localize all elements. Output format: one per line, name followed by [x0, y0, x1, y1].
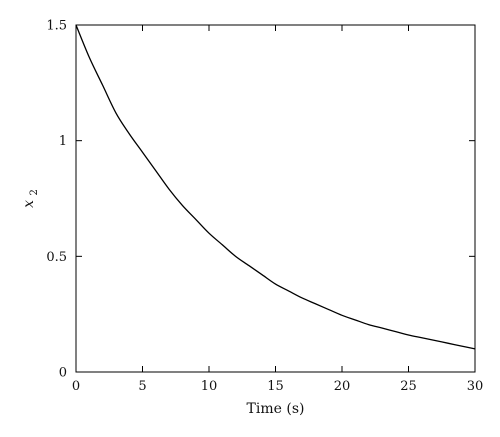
y-axis-label: x 2	[21, 189, 40, 208]
plot-frame	[75, 24, 476, 373]
ticks-layer	[75, 24, 476, 373]
x-tick-label: 5	[138, 379, 146, 394]
x-axis-label: Time (s)	[247, 401, 305, 417]
y-tick-label: 1	[59, 134, 67, 149]
tick-labels-layer: 0 5 10 15 20 25 30 0 0.5 1 1.5	[46, 19, 483, 395]
x-tick-label: 20	[334, 379, 351, 394]
y-tick-label: 1.5	[46, 19, 67, 34]
series-line	[75, 24, 476, 350]
x-tick-label: 15	[267, 379, 284, 394]
y-axis-label-subscript: 2	[29, 189, 40, 195]
x-tick-label: 30	[467, 379, 484, 394]
x-tick-label: 0	[72, 379, 80, 394]
y-tick-label: 0.5	[46, 250, 67, 265]
y-axis-label-main: x	[21, 200, 37, 208]
x-tick-label: 25	[400, 379, 417, 394]
y-tick-label: 0	[59, 366, 67, 381]
x-tick-label: 10	[201, 379, 218, 394]
